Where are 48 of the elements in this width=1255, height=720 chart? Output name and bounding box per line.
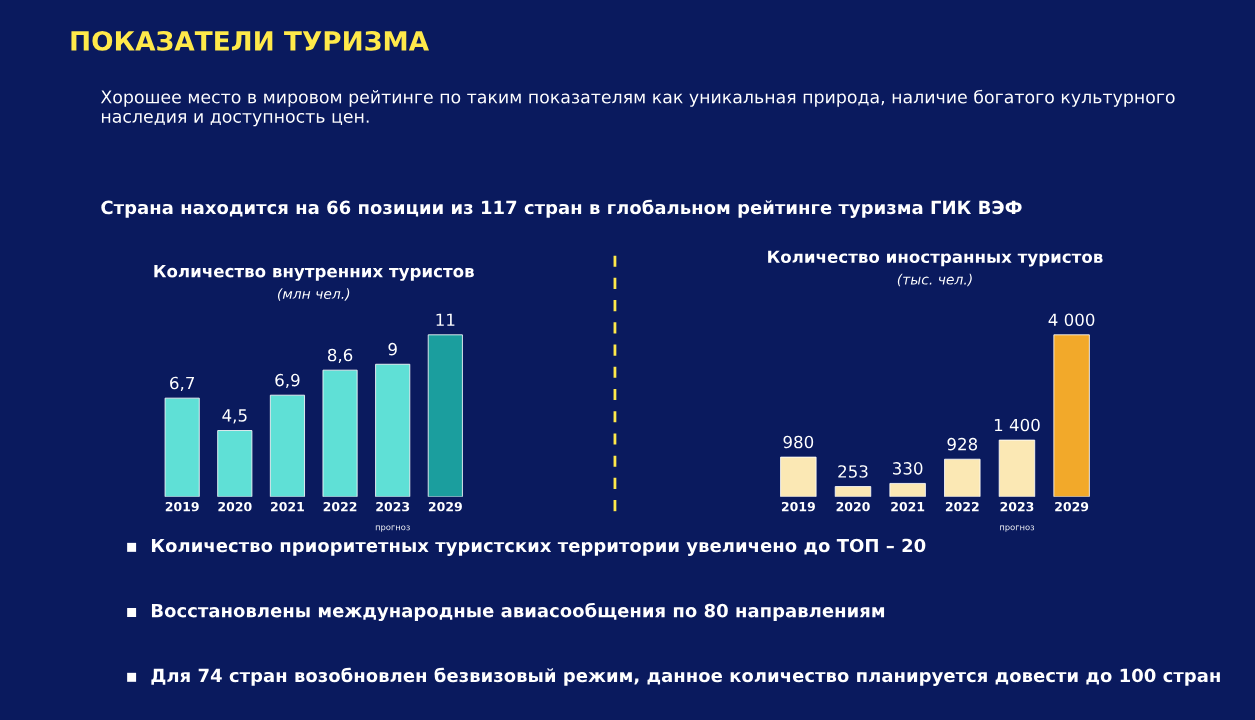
data-label: 928 bbox=[947, 437, 978, 451]
text: прогноз bbox=[375, 525, 410, 532]
x-tick-label: 2029 bbox=[428, 501, 462, 512]
data-label: 253 bbox=[838, 465, 868, 478]
data-label: 6,7 bbox=[170, 376, 195, 392]
chart-title: Количество иностранных туристов bbox=[768, 250, 1103, 267]
data-label: 8,6 bbox=[327, 348, 353, 364]
x-tick-label: 2020 bbox=[218, 501, 252, 512]
x-tick-label: 2019 bbox=[781, 501, 815, 512]
data-label: 1 400 bbox=[994, 418, 1040, 432]
text: Хорошее место в мировом рейтинге по таким показателям как уникальная природа, наличие богатого культурного наследия и доступность цен. bbox=[100, 89, 1175, 127]
text: ▪ Восстановлены международные авиасообщения по 80 направлениям bbox=[127, 602, 885, 622]
x-tick-label: 2023 bbox=[376, 501, 410, 512]
chart-title: Количество внутренних туристов bbox=[154, 265, 474, 281]
bar bbox=[780, 456, 817, 497]
chart-subtitle: (тыс. чел.) bbox=[897, 273, 972, 287]
text: прогноз bbox=[1000, 525, 1035, 532]
x-tick-label: 2029 bbox=[1055, 501, 1089, 512]
chart-subtitle: (млн чел.) bbox=[277, 288, 350, 301]
data-label: 11 bbox=[436, 313, 455, 326]
bar bbox=[889, 483, 926, 497]
data-label: 4,5 bbox=[222, 409, 247, 424]
bar bbox=[834, 486, 872, 497]
data-label: 330 bbox=[893, 462, 923, 475]
data-label: 6,9 bbox=[275, 373, 300, 389]
data-label: 4 000 bbox=[1048, 313, 1095, 327]
bar bbox=[164, 397, 200, 497]
x-tick-label: 2021 bbox=[271, 501, 304, 512]
text: ПОКАЗАТЕЛИ ТУРИЗМА bbox=[71, 30, 429, 51]
bar bbox=[322, 369, 358, 497]
bar bbox=[217, 430, 253, 497]
data-label: 9 bbox=[388, 342, 397, 356]
x-tick-label: 2022 bbox=[945, 501, 979, 512]
bar bbox=[944, 458, 981, 497]
bar bbox=[269, 394, 305, 497]
bar bbox=[375, 363, 411, 497]
x-tick-label: 2021 bbox=[891, 501, 925, 512]
bar bbox=[1053, 334, 1090, 497]
x-tick-label: 2023 bbox=[1000, 501, 1034, 512]
text: ▪ Количество приоритетных туристских территории увеличено до ТОП – 20 bbox=[127, 538, 926, 556]
bar bbox=[998, 439, 1036, 497]
text: Страна находится на 66 позиции из 117 стран в глобальном рейтинге туризма ГИК ВЭФ bbox=[101, 199, 1022, 218]
bar bbox=[427, 334, 463, 497]
text: ▪ Для 74 стран возобновлен безвизовый режим, данное количество планируется довести до 100 стран bbox=[127, 667, 1220, 686]
x-tick-label: 2020 bbox=[836, 501, 870, 512]
x-tick-label: 2022 bbox=[323, 501, 357, 512]
data-label: 980 bbox=[783, 435, 814, 449]
x-tick-label: 2019 bbox=[165, 501, 199, 512]
